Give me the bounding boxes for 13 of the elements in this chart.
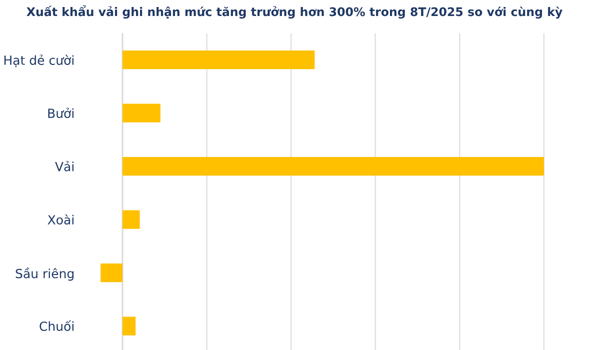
bar <box>100 263 122 282</box>
y-tick-label: Hạt dẻ cười <box>4 54 74 68</box>
chart-title: Xuất khẩu vải ghi nhận mức tăng trưởng hơn 300% trong 8T/2025 so với cùng kỳ <box>26 5 562 19</box>
bar <box>122 157 544 176</box>
y-tick-label: Vải <box>55 160 74 172</box>
bar <box>122 316 136 336</box>
y-tick-label: Chuối <box>40 320 74 331</box>
bar <box>122 50 315 70</box>
bar <box>122 104 160 122</box>
bar <box>122 210 140 229</box>
y-tick-label: Xoài <box>48 214 74 224</box>
y-tick-label: Sầu riêng <box>16 268 74 281</box>
y-tick-label: Bưởi <box>48 108 74 118</box>
